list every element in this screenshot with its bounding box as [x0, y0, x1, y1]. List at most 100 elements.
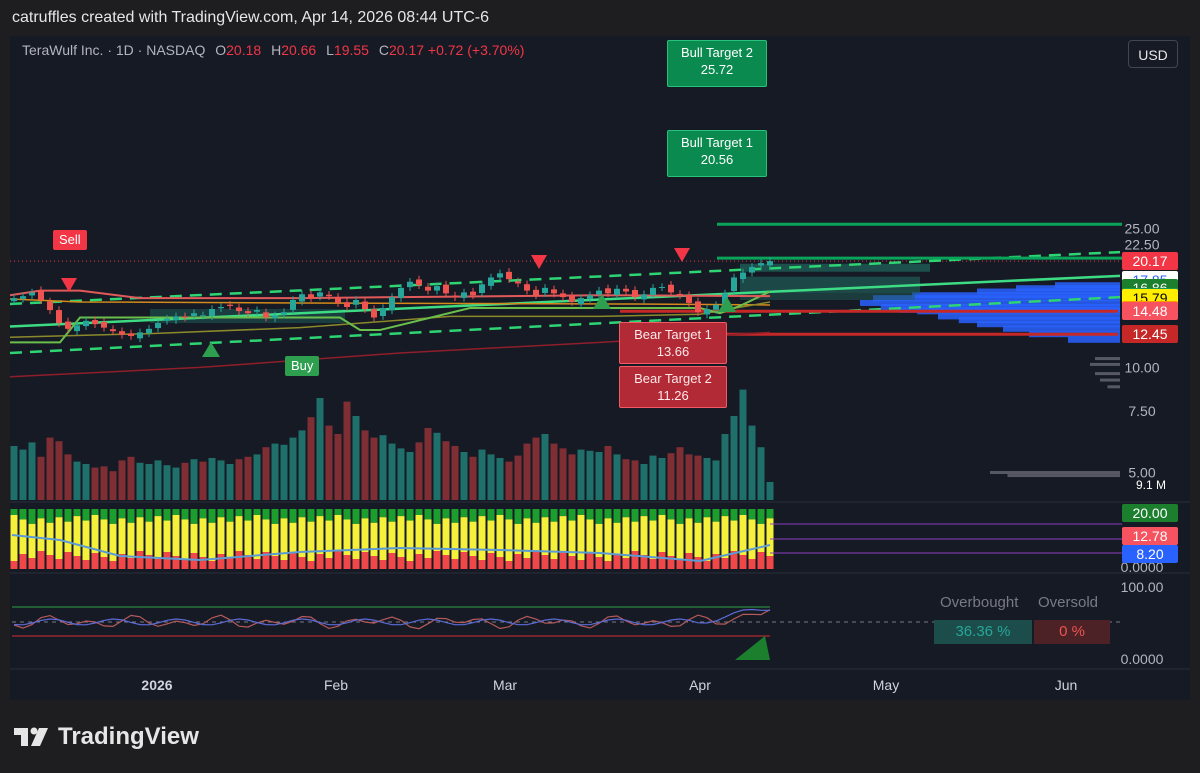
candle-body	[191, 313, 197, 316]
candle	[758, 259, 764, 270]
volume-profile-bar	[958, 317, 1120, 324]
volume-profile-bar	[1090, 362, 1120, 366]
oscillator-bar-green	[658, 509, 666, 515]
volume-bar	[568, 454, 576, 500]
oscillator-bar-red	[262, 552, 270, 569]
candle	[380, 304, 386, 320]
candle	[416, 275, 422, 290]
volume-bar	[622, 459, 630, 500]
oscillator-bar-red	[82, 560, 90, 569]
oscillator-bar-yellow	[370, 522, 378, 556]
candle-body	[695, 301, 701, 313]
oscillator-bar-red	[217, 554, 225, 569]
channel-lower-line	[9, 295, 1121, 355]
oscillator-bar-yellow	[667, 519, 675, 556]
symbol-legend: TeraWulf Inc. · 1D · NASDAQ O20.18 H20.6…	[22, 42, 524, 58]
volume-bar	[433, 432, 441, 500]
oscillator-bar-yellow	[757, 523, 765, 552]
oscillator-bar-yellow	[730, 520, 738, 551]
candle	[686, 291, 692, 307]
volume-profile-bar	[1055, 282, 1120, 289]
volume-bar	[496, 458, 504, 500]
x-tick-label: Feb	[324, 677, 348, 693]
oscillator-bar-red	[631, 551, 639, 569]
oscillator-bar-green	[64, 509, 72, 522]
candle-body	[335, 296, 341, 303]
volume-profile-bar	[1016, 285, 1120, 292]
oscillator-bar-yellow	[217, 517, 225, 554]
high-value: 20.66	[281, 42, 317, 58]
oscillator-bar-yellow	[415, 515, 423, 554]
candle-body	[362, 301, 368, 310]
value-area-box	[740, 276, 920, 294]
rsi-line	[13, 609, 771, 630]
oscillator-bar-green	[109, 509, 117, 524]
oscillator-bar-red	[28, 558, 36, 569]
oscillator-bar-green	[208, 509, 216, 523]
volume-bar	[127, 456, 135, 500]
oscillator-bar-yellow	[109, 523, 117, 561]
oscillator-bar-green	[253, 509, 261, 515]
candle	[506, 268, 512, 284]
oscillator-bar-green	[388, 509, 396, 522]
candle-body	[623, 288, 629, 292]
volume-bar	[46, 437, 54, 500]
oscillator-bar-red	[424, 558, 432, 569]
candle-body	[236, 307, 242, 312]
candle-body	[488, 277, 494, 286]
x-tick-label: Apr	[689, 677, 711, 693]
oscillator-bar-green	[316, 509, 324, 517]
candle-body	[56, 310, 62, 324]
oscillator-bar-green	[541, 509, 549, 518]
volume-bar	[550, 443, 558, 500]
oscillator-bar-green	[100, 509, 108, 520]
candle	[146, 325, 152, 337]
candle	[668, 280, 674, 297]
oscillator-bar-yellow	[136, 517, 144, 551]
oscillator-bar-green	[199, 509, 207, 519]
oscillator-bar-yellow	[712, 521, 720, 554]
buy-signal-label: Buy	[285, 356, 320, 376]
candle	[371, 305, 377, 322]
candle-body	[704, 309, 710, 315]
candle-body	[353, 300, 359, 305]
candle-body	[461, 292, 467, 298]
tradingview-brand: TradingView	[58, 723, 199, 750]
tradingview-logo[interactable]: TradingView	[14, 722, 199, 752]
tradingview-logo-icon	[14, 727, 48, 746]
oscillator-level-tag: 20.00	[1122, 504, 1178, 522]
oscillator-bar-red	[127, 558, 135, 569]
oscillator-bar-red	[226, 558, 234, 569]
oscillator-bar-green	[217, 509, 225, 518]
candle	[578, 294, 584, 309]
volume-bar	[388, 443, 396, 500]
oscillator-bar-red	[721, 558, 729, 569]
oscillator-bar-yellow	[451, 522, 459, 559]
sell-triangle-icon	[674, 248, 690, 262]
oscillator-bar-yellow	[505, 519, 513, 561]
volume-profile-bar	[1100, 378, 1120, 382]
oscillator-level-tag: 12.78	[1122, 527, 1178, 545]
symbol-name[interactable]: TeraWulf Inc. · 1D · NASDAQ	[22, 42, 206, 58]
oscillator-bar-green	[514, 509, 522, 524]
oscillator-bar-yellow	[424, 519, 432, 558]
oscillator-bar-yellow	[406, 520, 414, 561]
currency-button[interactable]: USD	[1128, 40, 1178, 68]
y-tick-label: 7.50	[1128, 403, 1155, 419]
candle-body	[218, 306, 224, 309]
oscillator-bar-yellow	[10, 515, 18, 561]
oscillator-bar-green	[325, 509, 333, 521]
oscillator-bar-red	[316, 554, 324, 569]
volume-bar	[757, 447, 765, 500]
candle-body	[101, 321, 107, 328]
oscillator-bar-green	[721, 509, 729, 517]
volume-bar	[424, 428, 432, 500]
oscillator-bar-green	[613, 509, 621, 523]
candle	[38, 286, 44, 304]
candle-body	[479, 284, 485, 293]
candle	[605, 284, 611, 298]
oscillator-bar-yellow	[739, 515, 747, 555]
volume-bar	[19, 449, 27, 500]
oscillator-bar-red	[694, 557, 702, 569]
